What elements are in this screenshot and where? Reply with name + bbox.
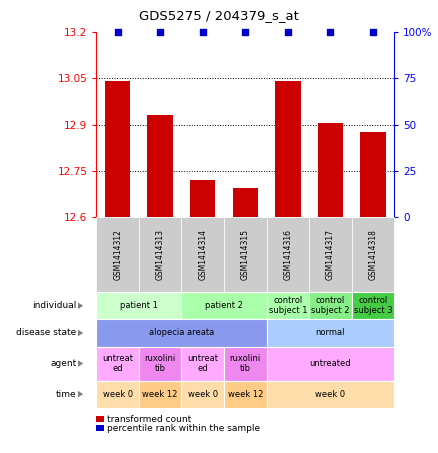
Text: individual: individual xyxy=(32,301,77,310)
Point xyxy=(114,28,121,35)
Bar xyxy=(318,123,343,217)
Text: agent: agent xyxy=(50,359,77,368)
Text: GSM1414315: GSM1414315 xyxy=(241,229,250,280)
Text: week 0: week 0 xyxy=(187,390,218,399)
Point xyxy=(284,28,291,35)
Point xyxy=(369,28,376,35)
Text: control
subject 2: control subject 2 xyxy=(311,296,350,315)
Text: patient 2: patient 2 xyxy=(205,301,243,310)
Text: GDS5275 / 204379_s_at: GDS5275 / 204379_s_at xyxy=(139,10,299,22)
Text: ruxolini
tib: ruxolini tib xyxy=(145,354,176,373)
Text: ruxolini
tib: ruxolini tib xyxy=(230,354,261,373)
Text: GSM1414314: GSM1414314 xyxy=(198,229,207,280)
Point xyxy=(327,28,334,35)
Text: GSM1414318: GSM1414318 xyxy=(368,229,378,280)
Text: GSM1414317: GSM1414317 xyxy=(326,229,335,280)
Point xyxy=(199,28,206,35)
Text: disease state: disease state xyxy=(16,328,77,337)
Text: control
subject 3: control subject 3 xyxy=(353,296,392,315)
Text: GSM1414313: GSM1414313 xyxy=(155,229,165,280)
Text: untreat
ed: untreat ed xyxy=(187,354,218,373)
Bar xyxy=(105,81,131,217)
Point xyxy=(242,28,249,35)
Bar xyxy=(190,180,215,217)
Text: GSM1414312: GSM1414312 xyxy=(113,229,122,280)
Bar xyxy=(233,188,258,217)
Bar xyxy=(275,81,300,217)
Text: time: time xyxy=(56,390,77,399)
Text: week 0: week 0 xyxy=(102,390,133,399)
Text: week 12: week 12 xyxy=(142,390,178,399)
Text: percentile rank within the sample: percentile rank within the sample xyxy=(107,424,260,433)
Text: alopecia areata: alopecia areata xyxy=(149,328,214,337)
Text: untreat
ed: untreat ed xyxy=(102,354,133,373)
Bar xyxy=(360,132,386,217)
Text: transformed count: transformed count xyxy=(107,414,191,424)
Text: week 12: week 12 xyxy=(228,390,263,399)
Bar xyxy=(148,115,173,217)
Text: GSM1414316: GSM1414316 xyxy=(283,229,292,280)
Text: week 0: week 0 xyxy=(315,390,346,399)
Text: patient 1: patient 1 xyxy=(120,301,158,310)
Text: untreated: untreated xyxy=(310,359,351,368)
Point xyxy=(157,28,164,35)
Text: control
subject 1: control subject 1 xyxy=(268,296,307,315)
Text: normal: normal xyxy=(316,328,345,337)
